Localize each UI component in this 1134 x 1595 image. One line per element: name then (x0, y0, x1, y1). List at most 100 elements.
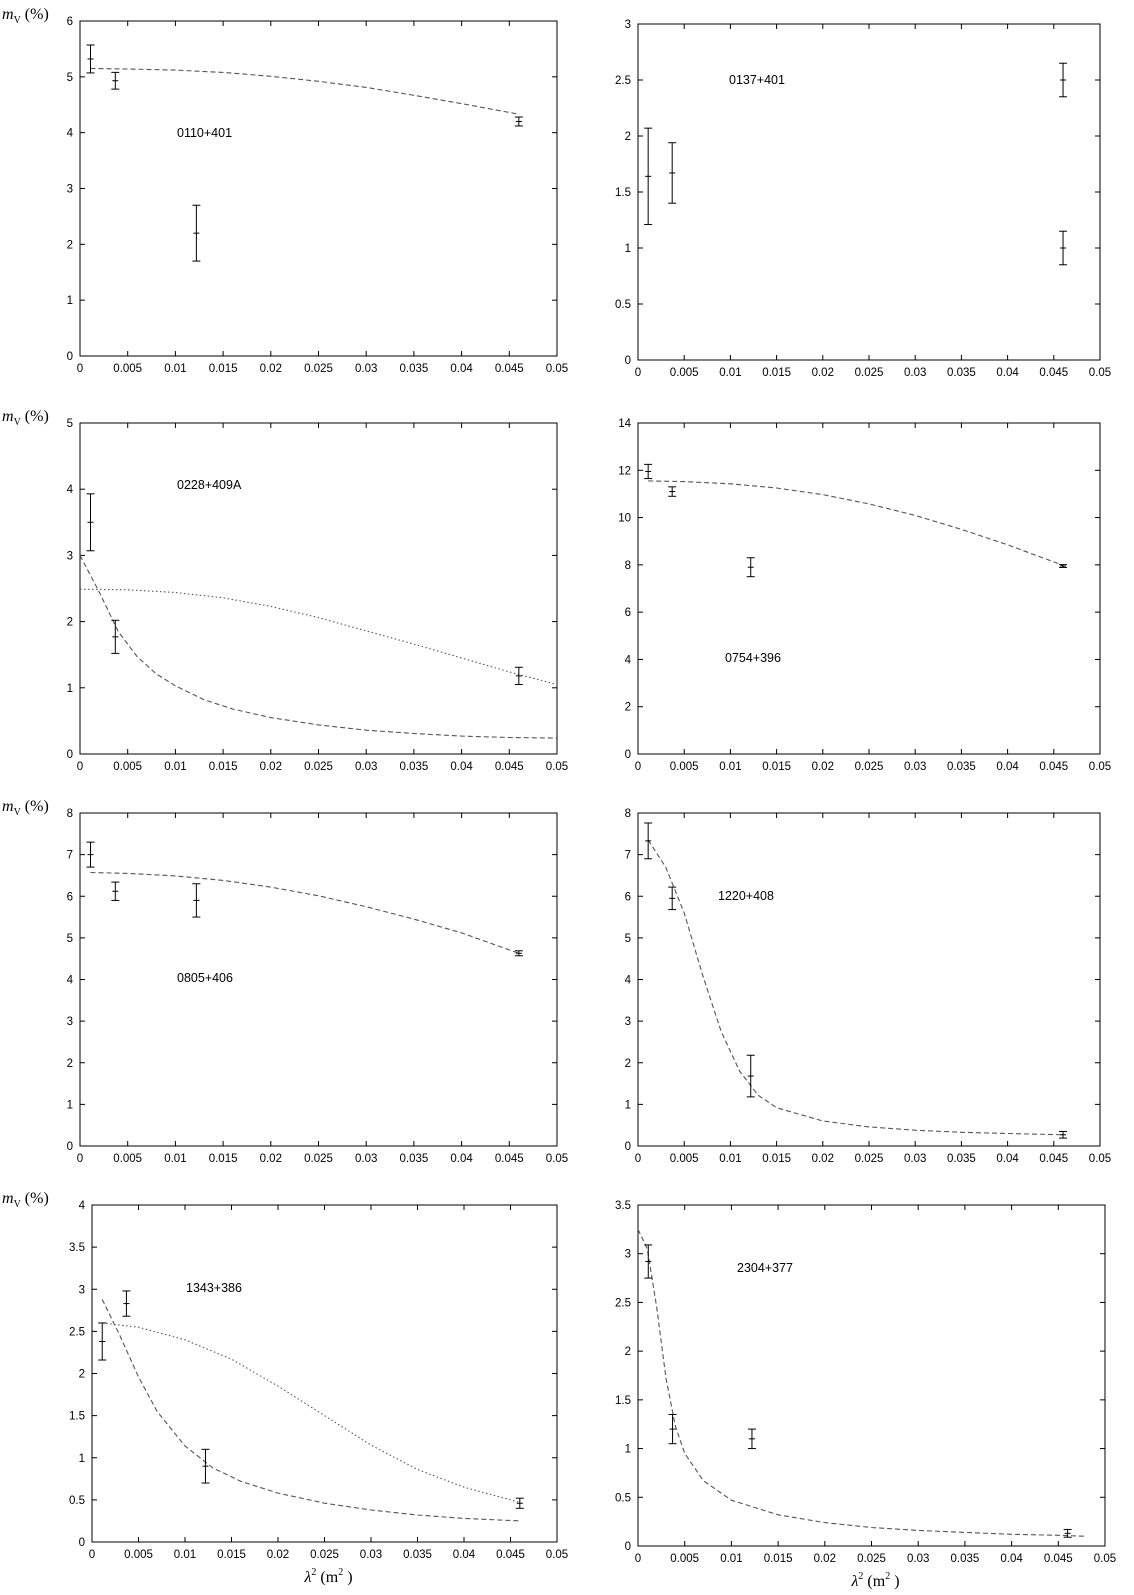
x-tick-label: 0.04 (450, 1153, 473, 1165)
source-label: 0805+406 (177, 971, 233, 985)
data-point (668, 486, 677, 497)
y-tick-label: 0.5 (69, 1495, 85, 1507)
y-tick-label: 5 (67, 418, 73, 430)
y-tick-label: 1 (625, 1444, 631, 1456)
x-tick-label: 0.01 (164, 761, 186, 773)
dashed-fit-curve (648, 480, 1064, 566)
y-tick-label: 4 (67, 484, 74, 496)
x-tick-label: 0.03 (360, 1549, 382, 1561)
x-tick-label: 0.02 (267, 1549, 289, 1561)
source-label: 0110+401 (177, 126, 232, 140)
data-point (201, 1448, 210, 1484)
x-tick-label: 0.05 (546, 1153, 568, 1165)
x-tick-label: 0.015 (762, 367, 791, 379)
y-tick-label: 6 (67, 16, 73, 28)
chart-panel-0137+401: 0 0.005 0.01 0.015 0.02 0.025 0.03 0.035 0.04 0.0… (615, 19, 1111, 379)
x-tick-label: 0.045 (495, 363, 524, 375)
y-tick-label: 14 (618, 418, 631, 430)
data-point (111, 881, 120, 901)
data-point (514, 666, 523, 685)
y-tick-label: 1 (625, 243, 631, 255)
plot-frame (79, 20, 558, 357)
y-tick-label: 6 (625, 607, 631, 619)
y-tick-label: 5 (625, 933, 631, 945)
y-tick-label: 2 (67, 239, 73, 251)
x-tick-label: 0.015 (762, 761, 791, 773)
y-axis-label: mV (%) (2, 798, 49, 818)
data-point (514, 116, 523, 127)
x-tick-label: 0 (635, 1553, 641, 1565)
y-tick-label: 0.5 (615, 1492, 631, 1504)
data-point (1059, 230, 1068, 266)
y-tick-label: 6 (625, 891, 631, 903)
y-tick-label: 3.5 (615, 1200, 631, 1212)
y-tick-label: 1 (67, 683, 73, 695)
x-tick-label: 0.01 (164, 1153, 186, 1165)
y-axis-label: mV (%) (2, 6, 49, 26)
x-tick-label: 0.035 (951, 1553, 980, 1565)
x-tick-label: 0.03 (907, 1553, 929, 1565)
y-axis-label: mV (%) (2, 408, 49, 428)
x-tick-label: 0.035 (400, 761, 429, 773)
y-tick-label: 0 (67, 749, 73, 761)
x-tick-label: 0 (89, 1549, 95, 1561)
plot-frame (637, 1204, 1106, 1547)
x-tick-label: 0.02 (812, 761, 834, 773)
x-tick-label: 0.02 (260, 761, 282, 773)
dashed-fit-curve (101, 1299, 520, 1522)
y-tick-label: 1 (67, 1099, 73, 1111)
y-tick-label: 0 (79, 1537, 85, 1549)
plot-frame (637, 422, 1101, 755)
x-tick-label: 0.035 (403, 1549, 432, 1561)
x-tick-label: 0.035 (400, 1153, 429, 1165)
y-tick-label: 4 (67, 128, 74, 140)
data-point (747, 1428, 756, 1450)
data-point (668, 886, 677, 911)
x-tick-label: 0 (77, 761, 83, 773)
x-tick-label: 0.05 (546, 1549, 568, 1561)
y-tick-label: 4 (625, 975, 632, 987)
y-tick-label: 0 (625, 1141, 631, 1153)
x-tick-label: 0.03 (904, 1153, 926, 1165)
x-tick-label: 0.02 (814, 1553, 836, 1565)
y-tick-label: 0 (625, 749, 631, 761)
data-point (668, 142, 677, 204)
x-tick-label: 0.015 (217, 1549, 246, 1561)
source-label: 1343+386 (186, 1281, 242, 1295)
y-tick-label: 2 (67, 1058, 73, 1070)
source-label: 2304+377 (737, 1261, 793, 1275)
chart-panel-2304+377: 0 0.005 0.01 0.015 0.02 0.025 0.03 0.035 0.04 0.0… (615, 1200, 1116, 1590)
x-tick-label: 0.04 (453, 1549, 476, 1561)
x-tick-label: 0.05 (1089, 761, 1111, 773)
x-tick-label: 0.015 (209, 1153, 238, 1165)
plot-frame (637, 812, 1101, 1147)
y-tick-label: 2 (625, 131, 631, 143)
chart-panel-1220+408: 0 0.005 0.01 0.015 0.02 0.025 0.03 0.035 0.04 0.0… (625, 808, 1112, 1165)
y-tick-label: 3 (67, 550, 73, 562)
data-point (86, 841, 95, 868)
data-point (86, 44, 95, 74)
x-tick-label: 0.02 (260, 363, 282, 375)
y-tick-label: 6 (67, 891, 73, 903)
plot-frame (637, 23, 1101, 361)
source-label: 0228+409A (177, 478, 242, 492)
y-tick-label: 8 (625, 560, 631, 572)
x-tick-label: 0 (77, 363, 83, 375)
x-tick-label: 0 (77, 1153, 83, 1165)
dashed-fit-curve (90, 871, 519, 954)
chart-panel-0228+409A: 0 0.005 0.01 0.015 0.02 0.025 0.03 0.035 0.04 0.0… (2, 408, 568, 773)
x-tick-label: 0.02 (812, 1153, 834, 1165)
x-axis-label: λ2 (m2 ) (303, 1567, 352, 1586)
y-tick-label: 0 (67, 351, 73, 363)
x-tick-label: 0.005 (113, 363, 142, 375)
x-tick-label: 0.035 (947, 367, 976, 379)
x-tick-label: 0.035 (947, 1153, 976, 1165)
data-point (1063, 1528, 1072, 1538)
x-tick-label: 0.025 (855, 1153, 884, 1165)
x-tick-label: 0.04 (450, 363, 473, 375)
x-tick-label: 0.045 (495, 761, 524, 773)
x-tick-label: 0.045 (1044, 1553, 1073, 1565)
chart-panel-1343+386: 0 0.005 0.01 0.015 0.02 0.025 0.03 0.035 0.04 0.0… (2, 1190, 568, 1586)
data-point (515, 1497, 524, 1509)
x-tick-label: 0.005 (670, 761, 699, 773)
